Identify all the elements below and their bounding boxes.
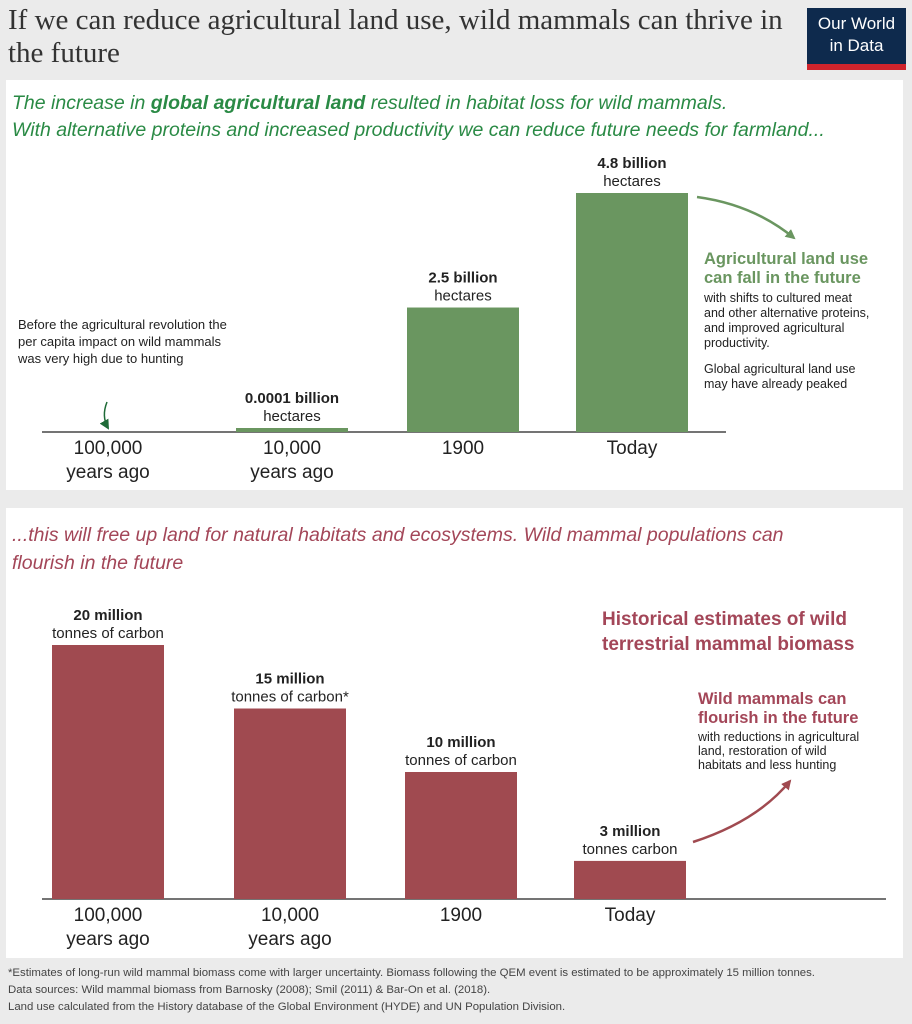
biomass-value-label-3: 3 million: [600, 823, 661, 840]
land-fall-body-1: with shifts to cultured meat: [703, 291, 853, 305]
bottom-intro-line-1: ...this will free up land for natural ha…: [12, 524, 784, 546]
pre-agriculture-note: Before the agricultural revolution the p…: [17, 317, 227, 366]
top-intro-line-2: With alternative proteins and increased …: [12, 119, 825, 141]
biomass-unit-label-0: tonnes of carbon: [52, 625, 164, 642]
top-intro-bold: global agricultural land: [150, 92, 367, 114]
page-title: If we can reduce agricultural land use, …: [8, 4, 783, 69]
footer-sources: Data sources: Wild mammal biomass from B…: [8, 984, 491, 996]
land-category-label-0-0: 100,000: [74, 438, 143, 459]
land-fall-annotation: Agricultural land use can fall in the fu…: [703, 250, 869, 391]
footer: *Estimates of long-run wild mammal bioma…: [8, 965, 908, 1016]
land-value-label-1: 0.0001 billion: [245, 390, 339, 407]
biomass-bar-3: [574, 860, 686, 899]
owid-logo[interactable]: Our World in Data: [807, 8, 906, 70]
land-fall-body-3: and improved agricultural: [704, 321, 844, 335]
top-intro-part-2: resulted in habitat loss for wild mammal…: [365, 92, 727, 114]
biomass-bar-1: [234, 708, 346, 899]
biomass-bar-0: [52, 645, 164, 899]
land-fall-heading-2: can fall in the future: [704, 269, 861, 287]
peak-note-line-1: Global agricultural land use: [704, 362, 856, 376]
footer-note: *Estimates of long-run wild mammal bioma…: [8, 967, 815, 979]
biomass-value-label-2: 10 million: [426, 734, 495, 751]
biomass-category-label-0-0: 100,000: [74, 905, 143, 926]
land-unit-label-1: hectares: [263, 408, 321, 425]
land-category-label-2-0: 1900: [442, 438, 484, 459]
land-bar-2: [407, 307, 519, 432]
peak-note-line-2: may have already peaked: [704, 377, 847, 391]
logo-accent-bar: [807, 64, 906, 70]
land-fall-arrow: [696, 195, 796, 240]
agricultural-land-panel: The increase in global agricultural land…: [6, 80, 903, 490]
flourish-body-1: with reductions in agricultural: [697, 730, 859, 744]
logo-line-2: in Data: [829, 36, 884, 55]
land-category-label-1-0: 10,000: [263, 438, 321, 459]
biomass-unit-label-1: tonnes of carbon*: [231, 689, 349, 706]
land-bar-3: [576, 193, 688, 432]
top-intro-part-1: The increase in: [12, 92, 151, 114]
biomass-unit-label-2: tonnes of carbon: [405, 752, 517, 769]
biomass-category-label-1-1: years ago: [248, 929, 331, 950]
land-bar-1: [236, 428, 348, 432]
flourish-heading-1: Wild mammals can: [698, 690, 846, 708]
biomass-category-label-3-0: Today: [605, 905, 656, 926]
bottom-intro-line-2: flourish in the future: [12, 552, 183, 574]
land-value-label-2: 2.5 billion: [428, 270, 497, 287]
mammal-biomass-chart: ...this will free up land for natural ha…: [12, 524, 886, 950]
logo-line-1: Our World: [817, 14, 896, 33]
mammals-flourish-annotation: Wild mammals can flourish in the future …: [697, 690, 859, 772]
biomass-unit-label-3: tonnes carbon: [582, 841, 677, 858]
flourish-heading-2: flourish in the future: [698, 709, 858, 727]
pre-agriculture-arrow: [99, 401, 109, 430]
land-category-label-3-0: Today: [607, 438, 658, 459]
flourish-body-2: land, restoration of wild: [698, 744, 827, 758]
agricultural-land-chart: The increase in global agricultural land…: [12, 92, 869, 483]
biomass-chart-title-2: terrestrial mammal biomass: [602, 634, 854, 655]
land-value-label-3: 4.8 billion: [597, 155, 666, 172]
land-unit-label-2: hectares: [434, 288, 492, 305]
land-fall-heading-1: Agricultural land use: [704, 250, 868, 268]
biomass-category-label-2-0: 1900: [440, 905, 482, 926]
biomass-bar-2: [405, 772, 517, 899]
land-fall-body-4: productivity.: [704, 336, 770, 350]
land-category-label-1-1: years ago: [250, 462, 333, 483]
land-fall-body-2: and other alternative proteins,: [704, 306, 869, 320]
pre-note-line-2: per capita impact on wild mammals: [18, 334, 222, 349]
pre-note-line-3: was very high due to hunting: [17, 351, 184, 366]
biomass-value-label-0: 20 million: [73, 607, 142, 624]
mammal-biomass-panel: ...this will free up land for natural ha…: [6, 508, 903, 958]
mammals-flourish-arrow: [692, 779, 792, 844]
land-unit-label-3: hectares: [603, 173, 661, 190]
biomass-category-label-1-0: 10,000: [261, 905, 319, 926]
biomass-chart-title-1: Historical estimates of wild: [602, 609, 847, 630]
pre-note-line-1: Before the agricultural revolution the: [18, 317, 227, 332]
biomass-category-label-0-1: years ago: [66, 929, 149, 950]
biomass-value-label-1: 15 million: [255, 671, 324, 688]
top-intro-line-1: The increase in global agricultural land…: [12, 92, 727, 114]
land-category-label-0-1: years ago: [66, 462, 149, 483]
footer-land-use: Land use calculated from the History dat…: [8, 1001, 566, 1013]
flourish-body-3: habitats and less hunting: [698, 758, 836, 772]
